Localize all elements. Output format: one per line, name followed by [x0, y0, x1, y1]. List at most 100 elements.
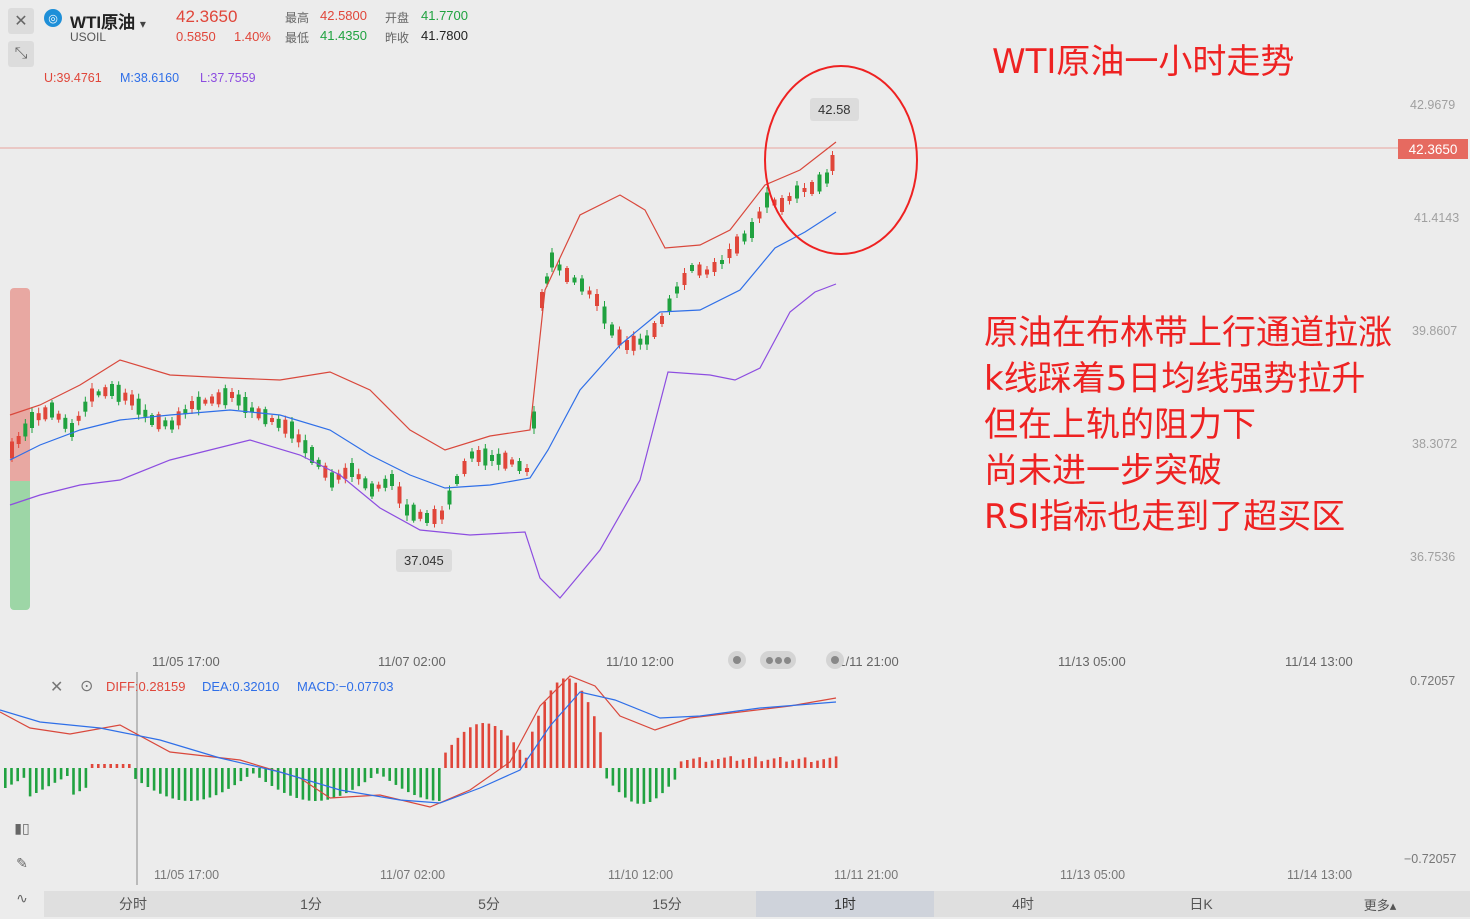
candle-body [116, 384, 121, 402]
candle-body [230, 392, 234, 398]
tab-daily[interactable]: 日K [1189, 896, 1213, 912]
macd-bar [524, 757, 528, 768]
macd-bar [270, 768, 274, 786]
macd-bar [605, 768, 608, 779]
candle-body [470, 451, 474, 459]
candle-body [236, 394, 241, 406]
candle-body [243, 397, 248, 413]
tab-fenshi[interactable]: 分时 [119, 896, 147, 912]
candle-body [675, 286, 679, 294]
macd-bar [227, 768, 230, 789]
macd-bar [456, 737, 460, 768]
tab-more[interactable]: 更多▴ [1363, 897, 1397, 913]
candle-body [638, 338, 643, 345]
annotation-text: 原油在布林带上行通道拉涨 k线踩着5日均线强势拉升 但在上轨的阻力下 尚未进一步… [984, 310, 1392, 540]
macd-bar [47, 768, 50, 787]
candle-body [660, 316, 664, 324]
macd-bar [121, 764, 125, 768]
candle-body [203, 399, 208, 404]
macd-bar [599, 732, 602, 768]
macd-time-label: 11/10 12:00 [608, 868, 674, 882]
macd-bar [183, 768, 187, 801]
candle-body [163, 420, 168, 427]
symbol-selector[interactable]: WTI原油 ▾ [70, 13, 146, 32]
price-change: 0.5850 [176, 29, 216, 44]
macd-bar [543, 701, 546, 768]
scroll-dot-button[interactable] [728, 651, 746, 669]
macd-bar [369, 768, 373, 779]
tab-5min[interactable]: 5分 [478, 896, 500, 912]
candle-body [390, 474, 394, 486]
draw-pen-icon[interactable]: ✎ [16, 854, 28, 871]
scroll-dots-button[interactable] [760, 651, 796, 669]
candle-body [43, 407, 48, 420]
tab-1min[interactable]: 1分 [300, 896, 322, 912]
macd-bar [78, 768, 81, 792]
candle-body [150, 415, 154, 425]
candle-body [532, 411, 536, 429]
price-axis-tick: 42.9679 [1410, 98, 1456, 112]
macd-bar [810, 762, 813, 768]
price-change-pct: 1.40% [234, 29, 271, 44]
macd-bar [816, 760, 819, 768]
boll-mid: M:38.6160 [120, 71, 180, 85]
tab-1hour[interactable]: 1时 [756, 891, 934, 917]
annotation-line: 尚未进一步突破 [984, 451, 1222, 491]
macd-axis-bottom: −0.72057 [1404, 852, 1457, 866]
close-icon[interactable]: ✕ [8, 8, 34, 34]
candle-body [705, 269, 709, 275]
macd-bar [109, 764, 112, 768]
candle-body [772, 199, 777, 206]
candle-body [490, 455, 494, 461]
symbol-logo-icon: ◎ [44, 9, 62, 27]
macd-bar [128, 764, 131, 768]
candle-style-icon[interactable]: ▮▯ [14, 819, 30, 836]
settings-icon[interactable]: ⊙ [80, 678, 94, 695]
macd-bar [748, 758, 751, 768]
tab-15min[interactable]: 15分 [652, 896, 682, 912]
candle-body [496, 453, 501, 465]
candle-body [123, 392, 128, 401]
macd-bar [314, 768, 317, 801]
candle-body [296, 434, 301, 443]
macd-bar [190, 768, 193, 801]
macd-bar [134, 768, 137, 779]
macd-bar [704, 761, 708, 768]
candle-body [63, 417, 68, 429]
macd-time-label: 11/14 13:00 [1287, 868, 1353, 882]
macd-bar [828, 757, 832, 768]
macd-bar [332, 768, 336, 799]
tab-4hour[interactable]: 4时 [1012, 896, 1034, 912]
macd-bar [555, 682, 559, 768]
time-axis-label: 11/13 05:00 [1058, 654, 1126, 669]
macd-bar [326, 768, 329, 800]
macd-bar [59, 768, 63, 780]
candle-body [817, 174, 822, 192]
collapse-icon[interactable]: ⤡ [8, 41, 34, 67]
macd-bar [146, 768, 150, 787]
diff-line [0, 675, 837, 808]
macd-bar [822, 759, 825, 768]
candle-body [411, 504, 416, 521]
macd-bar [500, 730, 503, 768]
time-axis-label: 11/10 12:00 [606, 654, 674, 669]
candle-body [70, 423, 74, 437]
candle-body [595, 294, 599, 306]
macd-bar [723, 757, 726, 768]
candle-body [825, 172, 829, 184]
macd-diff-label: DIFF:0.28159 [106, 679, 186, 694]
macd-bar [264, 768, 267, 782]
candle-body [810, 182, 814, 194]
close-macd-icon[interactable]: ✕ [50, 679, 64, 696]
indicator-icon[interactable]: ∿ [16, 889, 28, 906]
macd-bar [803, 757, 807, 768]
macd-bar [208, 768, 212, 798]
scroll-dot-button[interactable] [826, 651, 844, 669]
macd-bar [518, 749, 522, 768]
macd-bar [425, 768, 429, 800]
open-value: 41.7700 [421, 8, 468, 23]
macd-bar [568, 678, 571, 768]
macd-bar [630, 768, 633, 802]
candle-body [735, 236, 739, 254]
